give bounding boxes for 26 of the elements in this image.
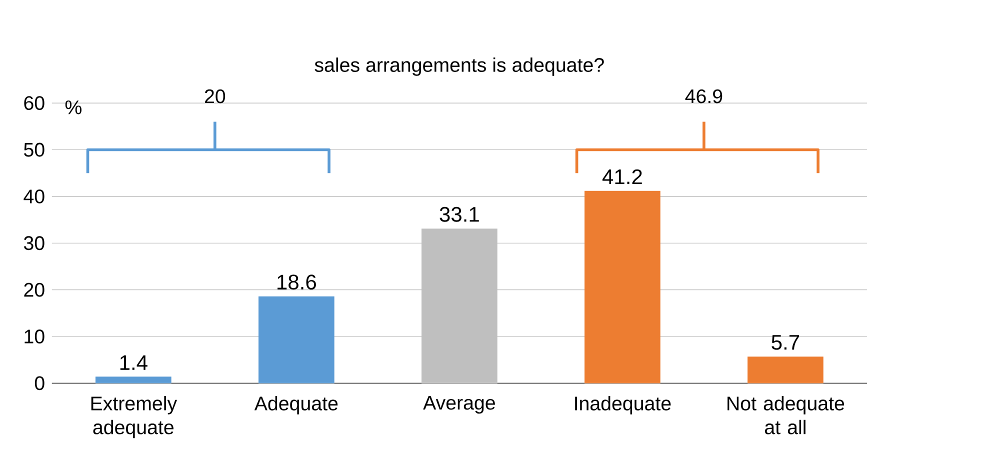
annotation: 46.9 [685, 89, 722, 104]
x-tick-label: Not adequate at all [728, 396, 844, 434]
bar [748, 356, 824, 384]
annotation: 20 [204, 89, 226, 104]
y-tick-label: 60 [24, 96, 44, 110]
x-tick-label: Extremely adequate [91, 396, 178, 438]
chart-title: sales arrangements is adequate? [314, 58, 604, 76]
bar [258, 296, 334, 384]
x-tick-label: Inadequate [575, 396, 671, 414]
y-tick-label: 30 [24, 236, 44, 250]
x-tick-label: Adequate [254, 396, 338, 414]
data-label: 41.2 [602, 169, 642, 184]
data-label: 1.4 [120, 355, 148, 370]
y-axis-title: % [65, 100, 82, 114]
y-tick-label: 40 [24, 189, 44, 204]
y-tick-label: 50 [24, 142, 44, 157]
y-tick-label: 0 [34, 376, 44, 390]
bar [422, 228, 498, 384]
y-tick-label: 20 [24, 282, 44, 297]
data-label: 33.1 [440, 206, 479, 222]
bar [95, 376, 172, 384]
bar [584, 190, 660, 384]
data-label: 5.7 [772, 335, 800, 350]
x-tick-label: Average [423, 396, 495, 414]
data-label: 18.6 [278, 274, 316, 290]
y-tick-label: 10 [24, 330, 44, 344]
